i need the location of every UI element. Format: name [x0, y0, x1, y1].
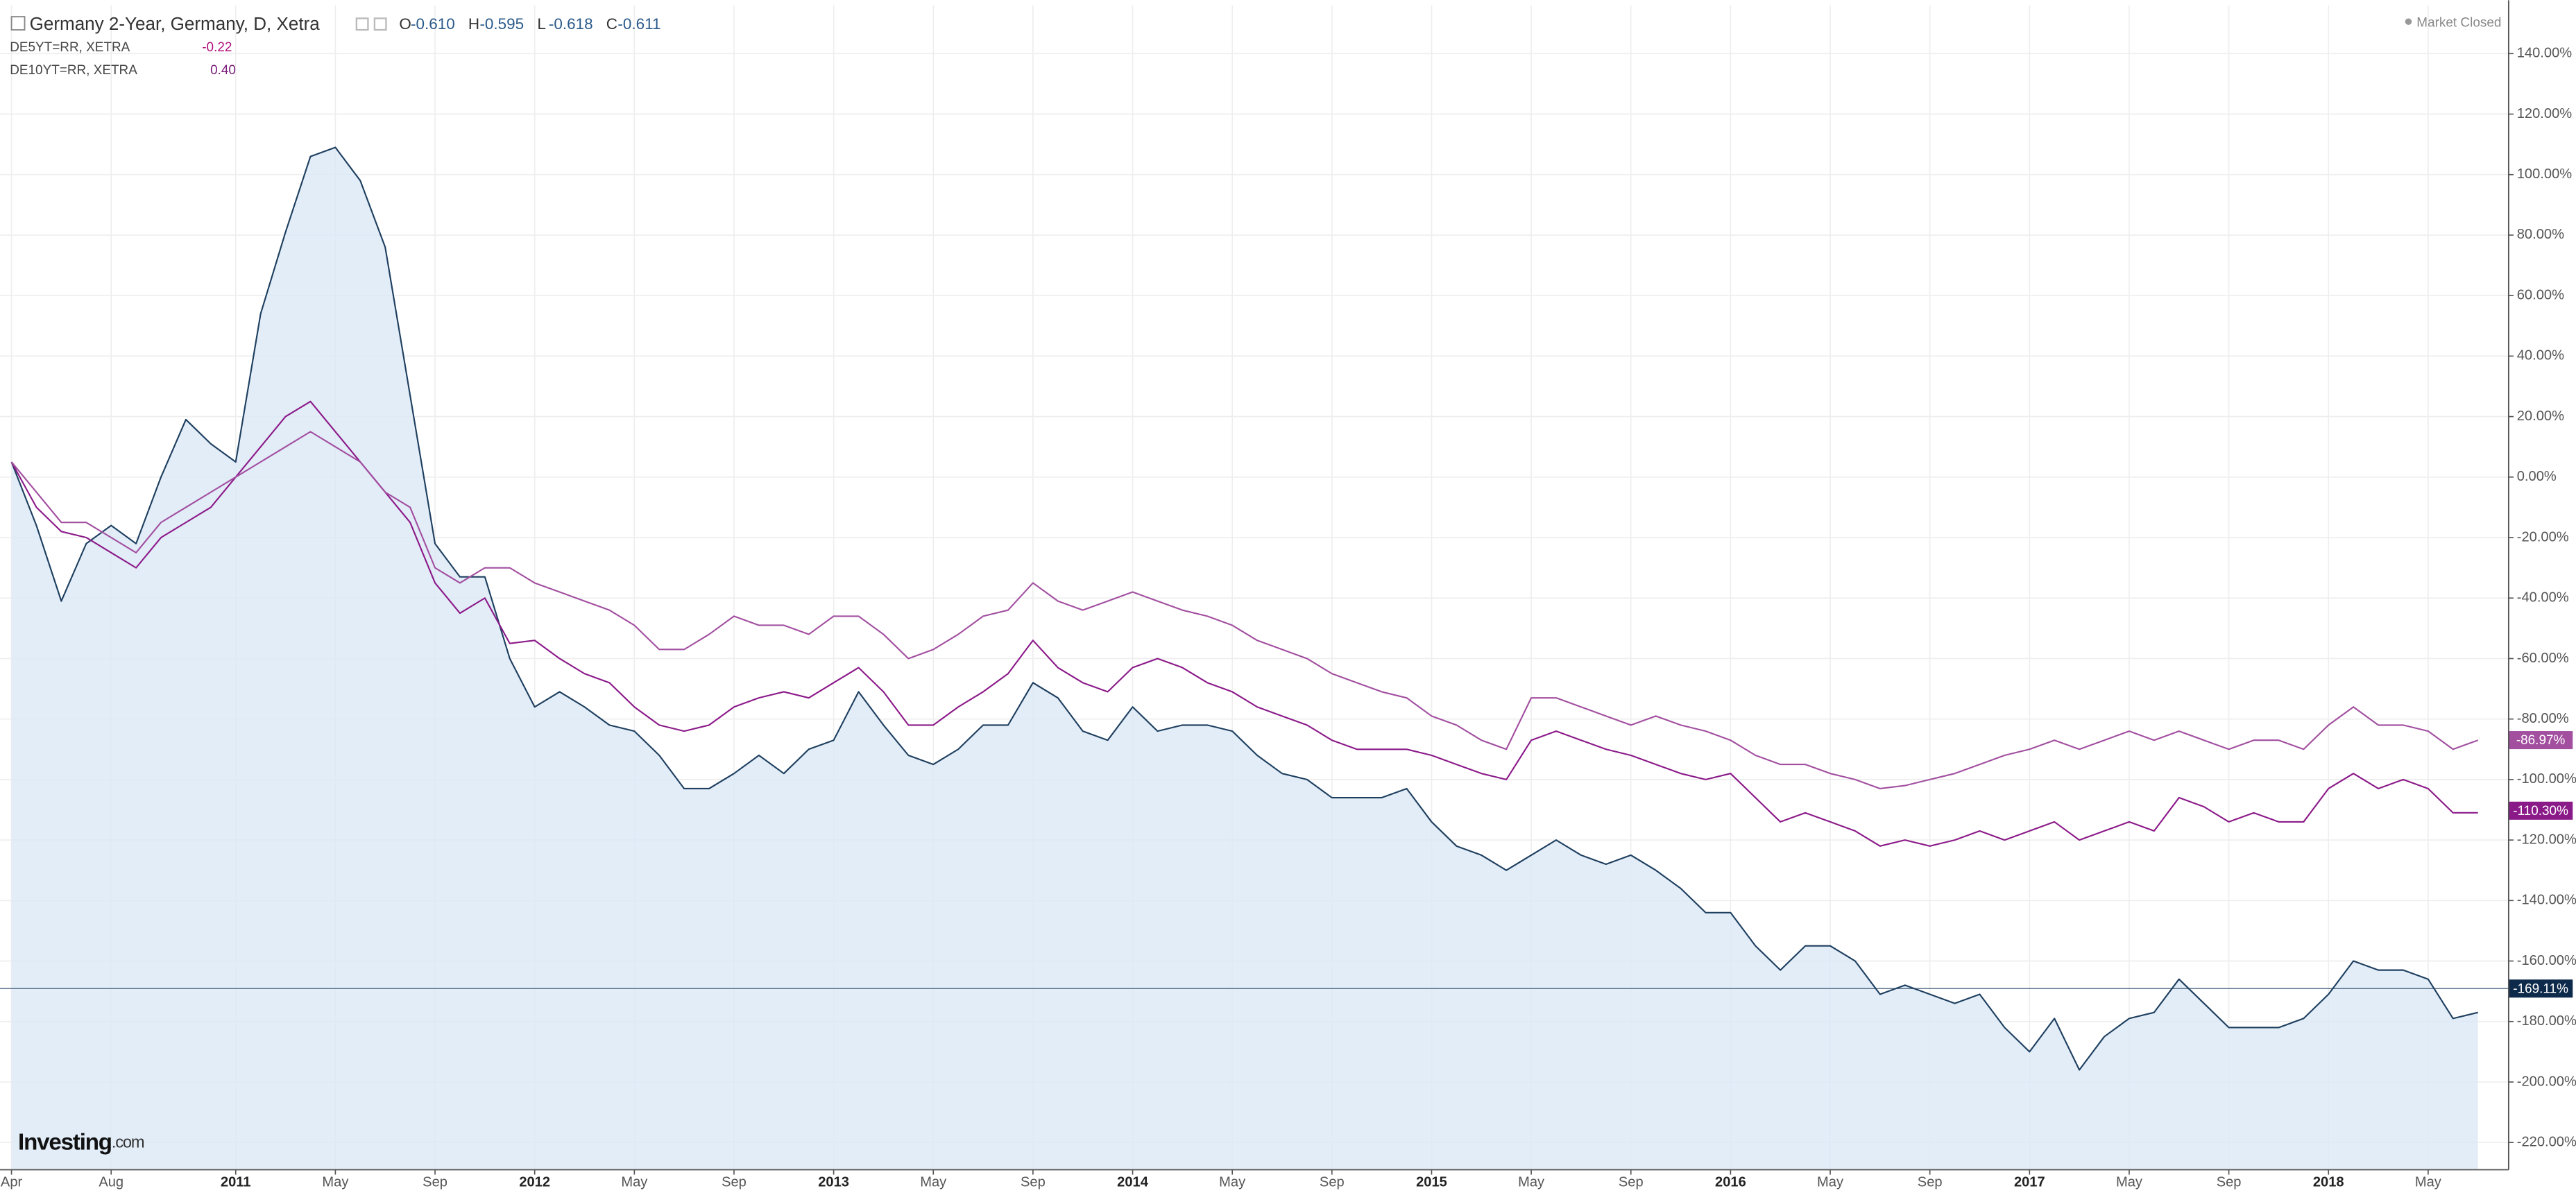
series-line: [10, 146, 2478, 1071]
series-line: [10, 400, 2478, 847]
status-dot: [2405, 18, 2412, 25]
y-tick-label: -100.00%: [2517, 771, 2576, 787]
price-tag-label: -110.30%: [2513, 804, 2568, 818]
y-tick-label: -80.00%: [2517, 711, 2569, 726]
x-tick-label: May: [1219, 1175, 1246, 1190]
x-tick-label: 2015: [1416, 1175, 1447, 1190]
y-tick-label: 0.00%: [2517, 469, 2557, 484]
x-tick-label: May: [322, 1175, 349, 1190]
ohlc-value: -0.595: [479, 15, 524, 33]
y-tick-label: 140.00%: [2517, 46, 2573, 61]
x-tick-label: 2014: [1117, 1175, 1149, 1190]
y-tick-label: 20.00%: [2517, 409, 2564, 424]
y-tick-label: 40.00%: [2517, 348, 2564, 363]
x-tick-label: 2012: [519, 1175, 550, 1190]
y-tick-label: 80.00%: [2517, 227, 2564, 242]
y-tick-label: -160.00%: [2517, 953, 2576, 968]
x-tick-label: 2018: [2313, 1175, 2344, 1190]
x-tick-label: Sep: [2217, 1175, 2242, 1190]
legend-value: 0.40: [210, 63, 236, 78]
x-tick-label: Sep: [423, 1175, 447, 1190]
price-tag: [2508, 731, 2573, 750]
legend-name: DE5YT=RR, XETRA: [10, 40, 130, 55]
x-tick-label: Sep: [1021, 1175, 1046, 1190]
y-tick-label: 60.00%: [2517, 287, 2564, 302]
x-tick-label: May: [1518, 1175, 1545, 1190]
legend-value: -0.22: [202, 40, 232, 55]
market-status: Market Closed: [2416, 16, 2501, 31]
x-tick-label: 2017: [2014, 1175, 2045, 1190]
logo-suffix: .com: [112, 1134, 144, 1152]
price-tag-label: -169.11%: [2513, 981, 2568, 996]
y-tick-label: -60.00%: [2517, 651, 2569, 666]
ohlc-key: L: [537, 15, 546, 33]
ohlc-key: O: [399, 15, 411, 33]
logo-name: Investing: [18, 1129, 112, 1155]
y-tick-label: 120.00%: [2517, 106, 2573, 121]
price-tag: [2508, 801, 2573, 820]
x-tick-label: Apr: [1, 1175, 23, 1190]
legend-name: DE10YT=RR, XETRA: [10, 63, 137, 78]
ohlc-key: H: [468, 15, 479, 33]
y-tick-label: -180.00%: [2517, 1013, 2576, 1029]
x-tick-label: Sep: [722, 1175, 747, 1190]
chart-title: Germany 2-Year, Germany, D, Xetra: [30, 13, 321, 34]
series-line: [10, 431, 2479, 790]
y-tick-label: -220.00%: [2517, 1134, 2576, 1149]
y-tick-label: -200.00%: [2517, 1074, 2576, 1089]
ohlc-value: -0.611: [617, 15, 660, 33]
ohlc-key: C: [606, 15, 617, 33]
x-tick-label: 2016: [1715, 1175, 1746, 1190]
x-tick-label: May: [621, 1175, 648, 1190]
hide-icon[interactable]: [373, 17, 387, 31]
y-tick-label: -140.00%: [2517, 893, 2576, 908]
x-tick-label: Sep: [1619, 1175, 1644, 1190]
y-tick-label: -20.00%: [2517, 529, 2569, 544]
price-tag-label: -86.97%: [2516, 733, 2566, 748]
ohlc-readout: O -0.610 H -0.595 L -0.618 C -0.611: [399, 15, 660, 33]
x-tick-label: May: [2415, 1175, 2442, 1190]
collapse-button[interactable]: [10, 16, 26, 31]
price-tag: [2508, 979, 2573, 998]
x-tick-label: May: [920, 1175, 947, 1190]
x-tick-label: 2011: [221, 1175, 251, 1190]
ohlc-value: -0.610: [411, 15, 455, 33]
x-tick-label: Sep: [1918, 1175, 1943, 1190]
x-tick-label: May: [2116, 1175, 2143, 1190]
y-tick-label: -40.00%: [2517, 590, 2569, 606]
plot-area: -169.11% -110.30% -86.97%: [0, 146, 2573, 1170]
logo: Investing.com: [18, 1129, 144, 1155]
area: [11, 147, 2478, 1170]
ohlc-value: -0.618: [549, 15, 593, 33]
x-tick-label: 2013: [818, 1175, 849, 1190]
x-tick-label: Aug: [99, 1175, 123, 1190]
y-tick-label: 100.00%: [2517, 166, 2573, 182]
y-tick-label: -120.00%: [2517, 832, 2576, 847]
x-tick-label: May: [1817, 1175, 1844, 1190]
series-settings[interactable]: [355, 17, 387, 31]
settings-icon[interactable]: [355, 17, 369, 31]
x-tick-label: Sep: [1320, 1175, 1345, 1190]
